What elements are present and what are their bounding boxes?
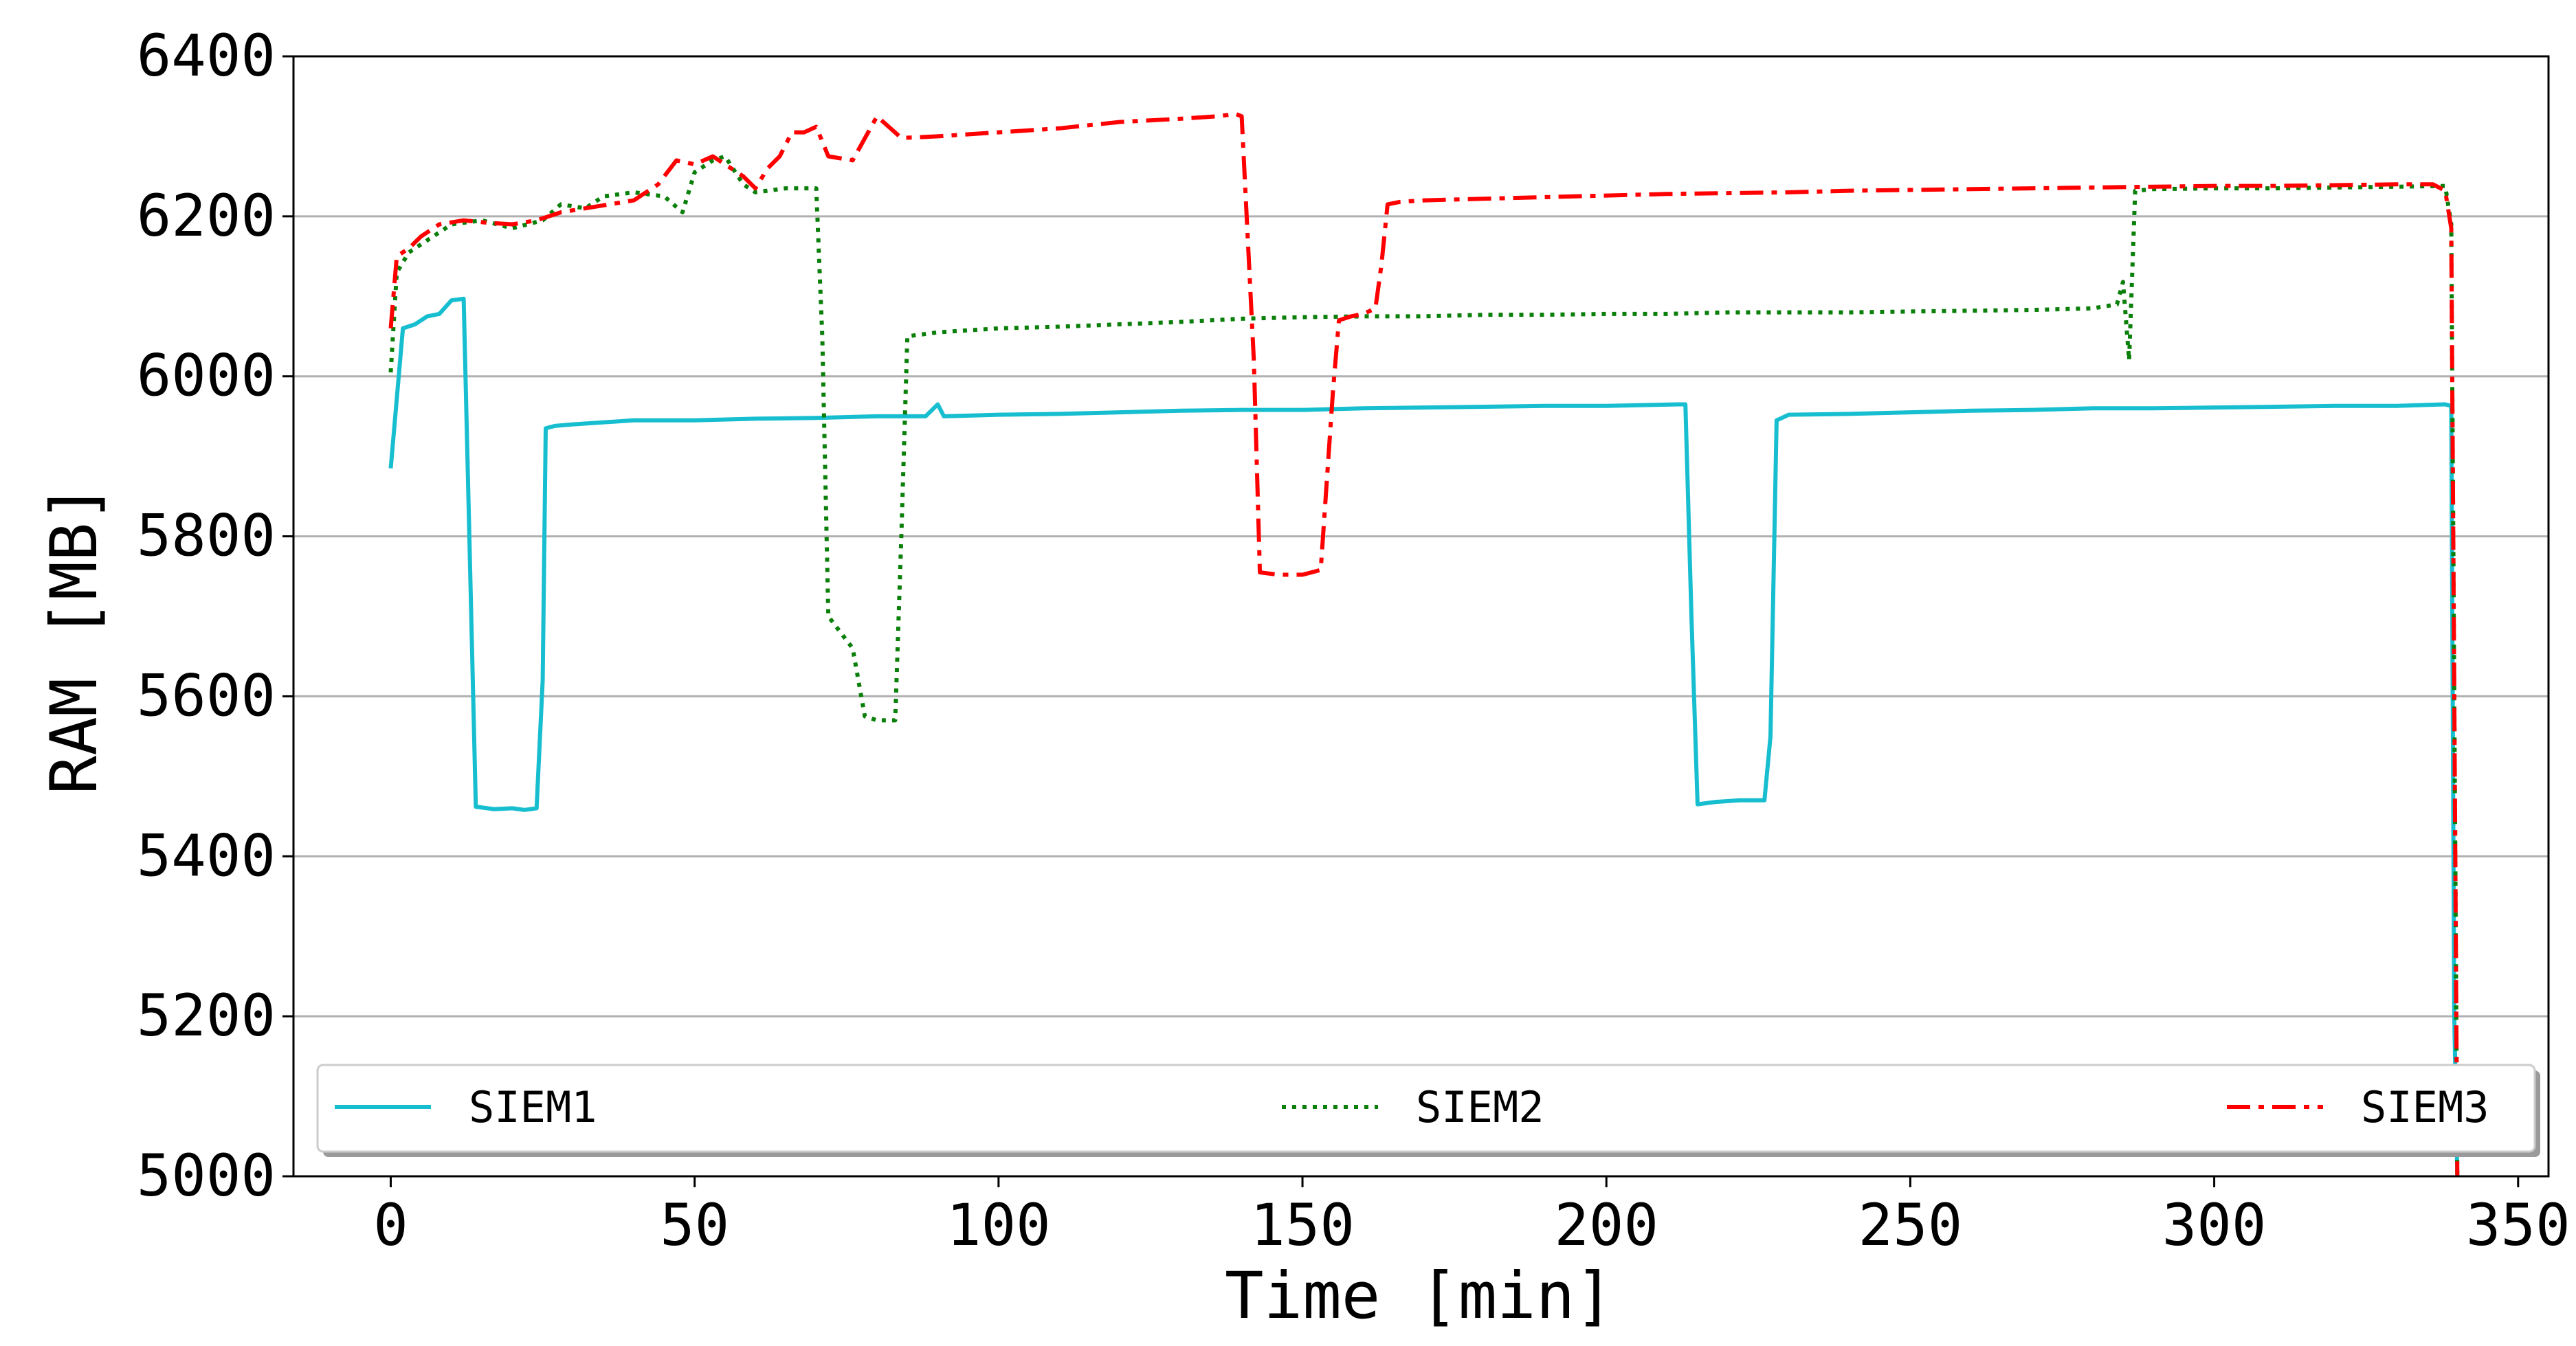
y-tick-label: 5400 xyxy=(137,822,276,889)
plot-frame xyxy=(292,55,2550,1178)
series-line-siem3 xyxy=(388,111,2460,1176)
legend-label-siem3: SIEM3 xyxy=(2361,1082,2489,1132)
legend: SIEM1 SIEM2 SIEM3 xyxy=(316,1064,2540,1157)
series-line-siem2 xyxy=(388,154,2460,1176)
x-tick-label: 250 xyxy=(1858,1191,1963,1259)
legend-box xyxy=(316,1064,2536,1153)
y-axis: 5000 5200 5400 5600 5800 6000 6200 6400 xyxy=(137,22,293,1209)
y-tick-label: 5800 xyxy=(137,502,276,570)
y-tick-label: 6400 xyxy=(137,22,276,89)
plot-area xyxy=(388,111,2460,1176)
y-tick-label: 5000 xyxy=(137,1142,276,1209)
legend-label-siem2: SIEM2 xyxy=(1416,1082,1544,1132)
grid-lines xyxy=(293,55,2549,1178)
y-tick-label: 5200 xyxy=(137,982,276,1049)
x-tick-label: 350 xyxy=(2466,1191,2571,1259)
x-tick-label: 200 xyxy=(1554,1191,1658,1259)
series-line-siem1 xyxy=(388,296,2460,1176)
x-tick-label: 150 xyxy=(1250,1191,1355,1259)
legend-label-siem1: SIEM1 xyxy=(469,1082,597,1132)
x-tick-label: 0 xyxy=(373,1191,408,1259)
y-axis-label: RAM [MB] xyxy=(37,484,112,795)
y-tick-label: 6200 xyxy=(137,182,276,249)
y-tick-label: 5600 xyxy=(137,662,276,729)
x-tick-label: 100 xyxy=(946,1191,1051,1259)
x-axis-label: Time [min] xyxy=(1225,1259,1614,1334)
y-tick-label: 6000 xyxy=(137,342,276,410)
x-tick-label: 300 xyxy=(2162,1191,2267,1259)
x-tick-label: 50 xyxy=(660,1191,729,1259)
x-axis: 0 50 100 150 200 250 300 350 xyxy=(373,1176,2571,1259)
